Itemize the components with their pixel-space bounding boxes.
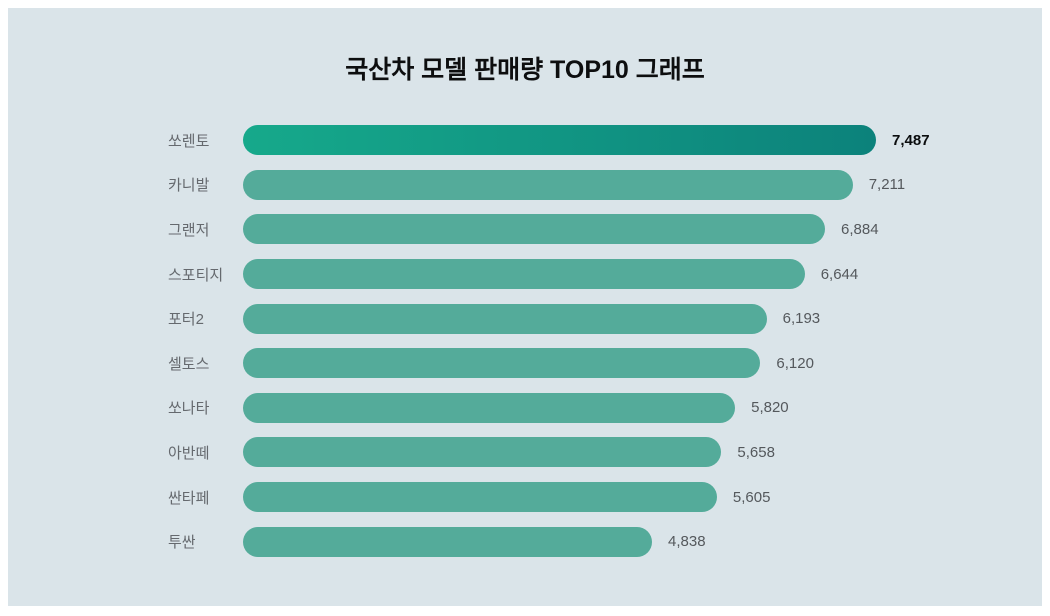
chart-row: 싼타페 5,605	[8, 475, 1042, 520]
chart-row: 그랜저 6,884	[8, 207, 1042, 252]
category-label: 셀토스	[168, 355, 210, 373]
chart-row: 포터2 6,193	[8, 296, 1042, 341]
chart-row: 스포티지 6,644	[8, 252, 1042, 297]
value-label: 6,644	[820, 265, 859, 283]
bar-track	[243, 303, 876, 334]
value-label: 5,658	[737, 443, 775, 461]
bar-track	[243, 169, 876, 200]
category-label: 아반떼	[168, 444, 210, 462]
bar-track	[243, 259, 876, 290]
bar-카니발	[243, 169, 853, 200]
chart-panel: 국산차 모델 판매량 TOP10 그래프 쏘렌토 7,487 카니발 7,211 그랜저…	[8, 8, 1042, 606]
chart-row: 셀토스 6,120	[8, 341, 1042, 386]
value-label: 6,193	[782, 310, 821, 328]
value-label: 5,820	[751, 399, 789, 417]
chart-row: 카니발 7,211	[8, 163, 1042, 208]
bar-셀토스	[243, 348, 761, 379]
value-label: 5,605	[732, 488, 771, 506]
value-label: 7,211	[868, 176, 906, 194]
category-label: 싼타페	[168, 489, 210, 507]
category-label: 포터2	[168, 311, 204, 329]
category-label: 쏘렌토	[168, 132, 210, 150]
bar-그랜저	[243, 214, 825, 245]
bar-track	[243, 482, 876, 513]
chart-row: 아반떼 5,658	[8, 430, 1042, 475]
bar-track	[243, 125, 876, 156]
value-label: 6,884	[841, 220, 879, 238]
value-label: 4,838	[668, 533, 706, 551]
value-label: 7,487	[892, 131, 930, 149]
chart-row: 쏘나타 5,820	[8, 386, 1042, 431]
bar-싼타페	[243, 482, 717, 513]
chart-row: 쏘렌토 7,487	[8, 118, 1042, 163]
bar-track	[243, 437, 876, 468]
category-label: 쏘나타	[168, 400, 210, 418]
bar-쏘렌토	[243, 125, 876, 156]
value-label: 6,120	[776, 354, 814, 372]
category-label: 투싼	[168, 534, 196, 552]
bar-track	[243, 214, 876, 245]
bar-투싼	[243, 526, 652, 557]
category-label: 카니발	[168, 177, 210, 195]
category-label: 그랜저	[168, 221, 210, 239]
category-label: 스포티지	[168, 266, 224, 284]
bar-track	[243, 526, 876, 557]
chart-row: 투싼 4,838	[8, 519, 1042, 564]
bar-아반떼	[243, 437, 722, 468]
bar-track	[243, 348, 876, 379]
bar-스포티지	[243, 259, 805, 290]
chart-title: 국산차 모델 판매량 TOP10 그래프	[345, 56, 705, 84]
bar-track	[243, 392, 876, 423]
bar-쏘나타	[243, 392, 736, 423]
bar-포터2	[243, 303, 767, 334]
bar-chart: 쏘렌토 7,487 카니발 7,211 그랜저 6,884 스포티지 6,644 포터2 6,19…	[8, 118, 1042, 564]
